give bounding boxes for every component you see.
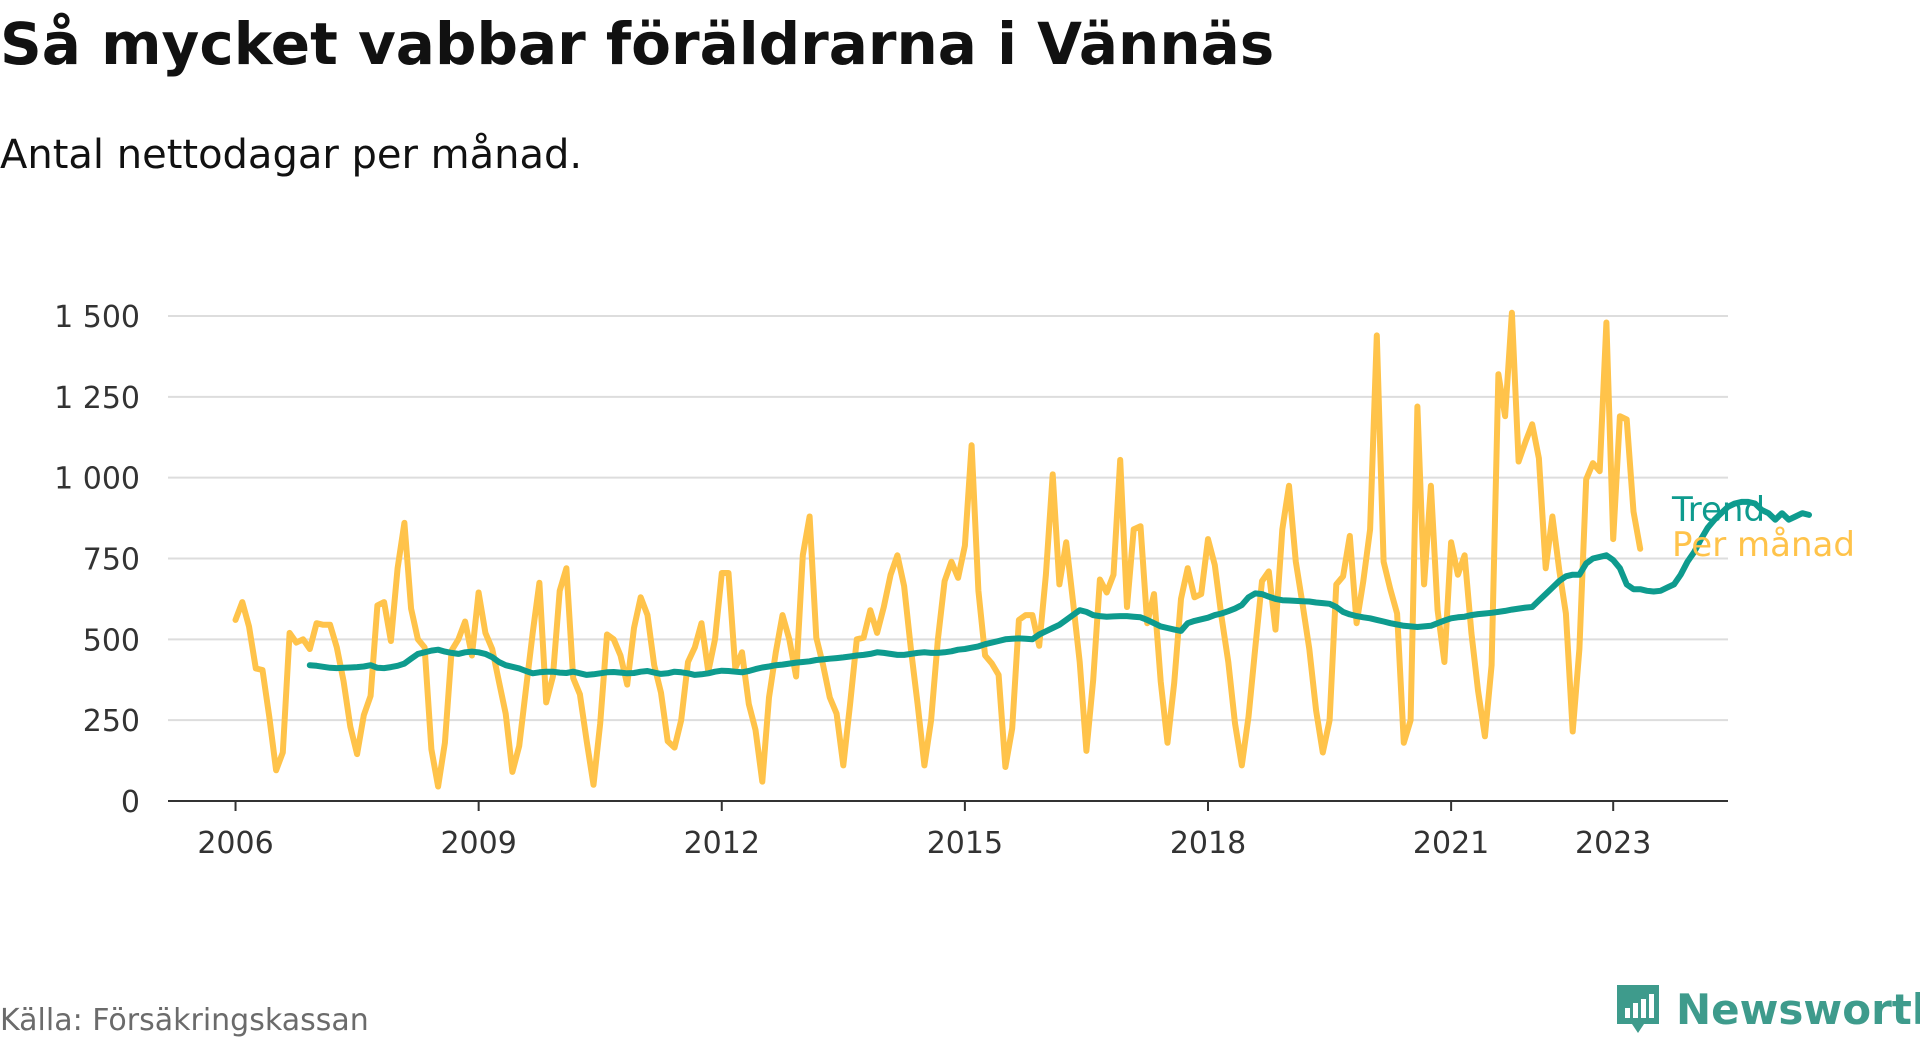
series-line-per-manad [232,309,1644,790]
line-chart: 0 250 500 750 1 000 1 250 1 500 2006 2009 2012 201… [54,300,1855,861]
y-tick-label: 0 [121,785,140,820]
y-tick-label: 250 [83,704,140,739]
series-line-trend [306,498,1812,678]
brand-logo[interactable]: Newsworthy [1614,982,1920,1036]
x-tick-label: 2021 [1413,826,1489,861]
brand-name: Newsworthy [1676,984,1920,1034]
chart-title: Så mycket vabbar föräldrarna i Vännäs [0,10,1275,78]
x-tick-label: 2006 [197,826,273,861]
y-tick-label: 1 000 [54,462,140,497]
legend-label-per-manad: Per månad [1672,525,1855,565]
y-tick-label: 500 [83,623,140,658]
x-tick-label: 2009 [440,826,516,861]
y-tick-label: 1 250 [54,381,140,416]
x-tick-label: 2018 [1170,826,1246,861]
newsworthy-logo-icon [1617,985,1659,1033]
x-tick-label: 2015 [927,826,1003,861]
x-tick-label: 2012 [684,826,760,861]
source-note: Källa: Försäkringskassan [0,1003,369,1038]
x-tick-label: 2023 [1575,826,1651,861]
y-tick-label: 750 [83,543,140,578]
legend-label-trend: Trend [1671,490,1765,530]
chart-subtitle: Antal nettodagar per månad. [0,132,583,178]
y-tick-label: 1 500 [54,300,140,335]
